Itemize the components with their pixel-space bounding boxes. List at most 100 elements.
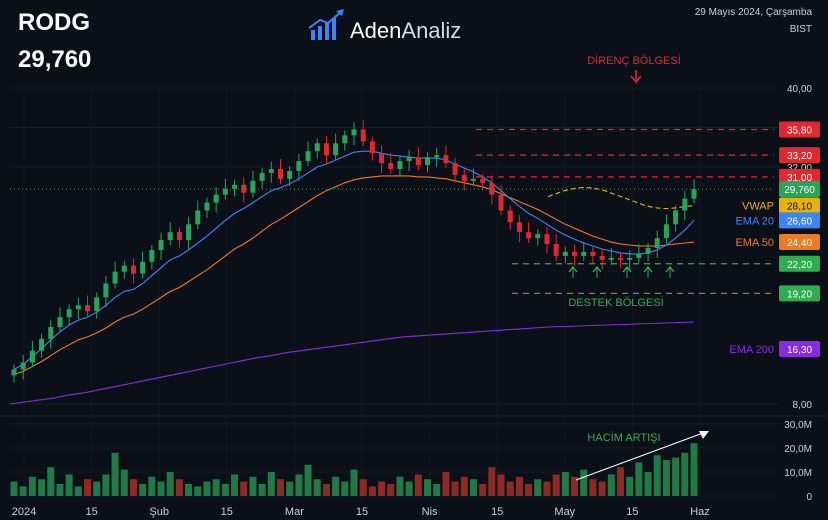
level-value: 22,20 [787,260,812,271]
volume-bar [405,481,413,496]
x-tick-label: 15 [356,506,368,518]
volume-bar [635,462,643,496]
volume-bar [561,472,569,496]
candle-body [195,210,201,225]
candle-body [480,178,486,183]
support-zone-label: DESTEK BÖLGESİ [568,296,663,309]
indicator-value: 24,40 [787,238,812,249]
volume-tick-label: 0 [806,492,812,503]
arrow-up-head [643,265,653,273]
volume-bar [231,474,239,496]
candle-body [39,338,45,351]
level-value: 19,20 [787,289,812,300]
arrow-up-icon [643,265,653,278]
volume-bar [681,452,689,496]
indicator-name: EMA 200 [729,344,774,356]
volume-bar [249,476,257,496]
candle-body [11,369,17,376]
brand-name-aden: Aden [350,18,401,43]
x-tick-label: 15 [626,506,638,518]
level-value: 31,00 [787,173,812,184]
arrow-up-icon [665,265,675,278]
svg-text:AdenAnaliz: AdenAnaliz [350,18,461,43]
volume-bar [469,479,477,496]
candle-body [277,168,283,179]
candle-body [553,244,559,256]
volume-bar [19,486,27,496]
arrow-up-head [665,265,675,273]
volume-bar [221,484,229,496]
candle-body [351,129,357,136]
ema50-line [13,175,695,375]
candles [11,119,697,383]
x-tick-label: 15 [221,506,233,518]
volume-bar [185,484,193,496]
candle-body [250,180,256,193]
volume-bar [322,484,330,496]
last-price-value: 29,760 [784,185,815,196]
candle-body [287,170,293,179]
level-badge-resistance [779,147,820,164]
candle-body [443,155,449,164]
candle-body [498,194,504,211]
candle-body [29,350,35,363]
y-tick-label: 8,00 [793,400,813,411]
candle-body [103,283,109,298]
volume-trend-arrow [575,431,709,481]
volume-bar [506,481,514,496]
volume-bar [488,467,496,496]
volume-bar [286,481,294,496]
volume-bar [616,467,624,496]
candle-body [507,210,513,223]
volume-bar [304,464,312,496]
volume-bar [387,484,395,496]
candle-body [94,297,100,312]
indicator-value: 26,60 [787,216,812,227]
volume-bar [56,484,64,496]
volume-bar [589,479,597,496]
volume-bar [157,481,165,496]
volume-bar [28,476,36,496]
volume-bar [515,476,523,496]
candle-body [617,257,623,260]
exchange-label: BIST [790,24,812,35]
volume-bar [396,476,404,496]
candle-body [176,232,182,241]
candle-body [342,135,348,144]
candle-body [20,362,26,370]
candle-body [673,210,679,225]
volume-bar [111,452,119,496]
candle-body [112,271,118,284]
candle-body [296,161,302,171]
candle-body [572,251,578,256]
x-tick-label: Mar [285,506,304,518]
volume-bar [341,481,349,496]
candle-body [369,141,375,154]
candle-body [333,143,339,156]
volume-bar [479,484,487,496]
candle-body [259,172,265,181]
candle-body [268,168,274,173]
volume-bar [534,479,542,496]
volume-bar [175,479,183,496]
candle-body [388,163,394,169]
candle-body [75,305,81,310]
volume-bar [148,476,156,496]
x-tick-label: 15 [491,506,503,518]
volume-bar [47,467,55,496]
candle-body [305,151,311,162]
volume-bar [368,486,376,496]
candle-body [241,184,247,193]
candle-body [48,326,54,339]
level-badge-support [779,255,820,272]
volume-bar [672,457,680,496]
candle-body [663,224,669,239]
candle-body [535,234,541,239]
candle-body [654,238,660,248]
last-price: 29,760 [18,46,91,73]
arrow-up-icon [592,265,602,278]
candle-body [186,224,192,241]
volume-bar [74,486,82,496]
